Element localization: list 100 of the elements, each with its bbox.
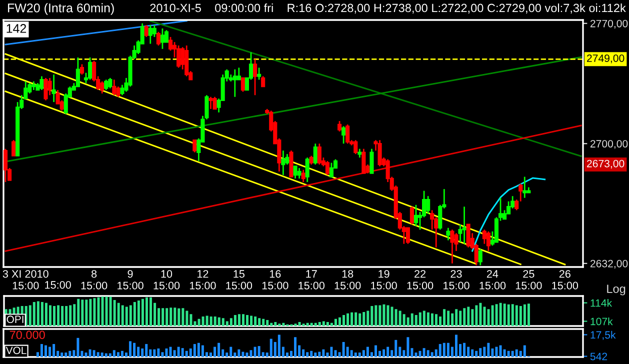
y-tick-label: 542 bbox=[590, 352, 608, 360]
candlestick bbox=[466, 224, 470, 248]
bar bbox=[426, 350, 430, 357]
candlestick bbox=[144, 24, 148, 38]
bar bbox=[294, 337, 297, 357]
chart-title: FW20 (Intra 60min) bbox=[8, 3, 114, 15]
bar bbox=[193, 344, 196, 357]
bar bbox=[422, 348, 426, 357]
bar bbox=[503, 349, 506, 357]
candlestick bbox=[192, 139, 197, 154]
annotation: 142 bbox=[6, 24, 26, 33]
bar bbox=[354, 352, 357, 357]
bar bbox=[189, 348, 192, 357]
bar bbox=[218, 342, 220, 357]
candlestick bbox=[208, 96, 213, 110]
bar bbox=[92, 350, 96, 357]
bar bbox=[44, 345, 48, 357]
bar bbox=[88, 349, 92, 357]
ref-line-label: 2749,00 bbox=[587, 54, 624, 64]
candlestick bbox=[104, 78, 108, 91]
x-tick-label: 9 15:00 bbox=[118, 270, 144, 290]
bar bbox=[40, 344, 43, 357]
bar bbox=[238, 349, 240, 357]
candlestick bbox=[108, 77, 112, 89]
bar bbox=[197, 342, 200, 357]
candlestick bbox=[252, 58, 258, 96]
candlestick bbox=[80, 64, 84, 76]
bar bbox=[258, 346, 260, 357]
candlestick bbox=[329, 162, 334, 178]
bar bbox=[374, 345, 377, 357]
bar bbox=[169, 346, 172, 357]
y-tick-label: 17,5k bbox=[590, 330, 616, 340]
bar bbox=[177, 346, 180, 357]
x-tick-label: 10 15:00 bbox=[154, 270, 180, 290]
x-tick-label: 25 15:00 bbox=[516, 270, 542, 290]
bar bbox=[278, 334, 280, 357]
candlestick bbox=[176, 44, 181, 68]
bar bbox=[230, 346, 232, 357]
candlestick bbox=[48, 77, 52, 96]
line-series bbox=[472, 177, 546, 252]
bar bbox=[120, 350, 124, 357]
x-tick-label: 19 15:00 bbox=[371, 270, 397, 290]
bar bbox=[145, 344, 148, 357]
bar bbox=[185, 350, 188, 357]
candlestick bbox=[257, 66, 262, 80]
x-tick-label: 15 15:00 bbox=[226, 270, 252, 290]
candlestick bbox=[240, 77, 245, 92]
bar bbox=[242, 352, 244, 357]
bar bbox=[334, 350, 337, 357]
candlestick bbox=[44, 77, 48, 102]
bar bbox=[157, 348, 160, 357]
bar bbox=[64, 352, 68, 357]
bar bbox=[523, 345, 526, 357]
bar bbox=[446, 342, 450, 357]
text: 2673,00 bbox=[587, 160, 624, 169]
bar bbox=[104, 353, 108, 357]
bar bbox=[161, 352, 164, 357]
candlestick bbox=[478, 248, 482, 266]
x-tick-label: 16 15:00 bbox=[262, 270, 288, 290]
bar bbox=[350, 350, 353, 357]
bar bbox=[48, 346, 52, 357]
candlestick bbox=[325, 160, 330, 176]
x-tick-label: 8 15:00 bbox=[81, 270, 108, 290]
candlestick bbox=[281, 150, 286, 176]
x-tick-label: 24 15:00 bbox=[480, 270, 506, 290]
candlestick bbox=[486, 230, 490, 252]
bar bbox=[137, 346, 140, 357]
bar bbox=[463, 342, 466, 357]
bar bbox=[366, 346, 369, 357]
x-tick-label: 15:00 bbox=[45, 281, 71, 289]
text: Log bbox=[607, 284, 626, 296]
bar bbox=[68, 350, 72, 357]
candlestick bbox=[354, 139, 358, 155]
bar bbox=[254, 346, 256, 357]
text: OPI bbox=[6, 316, 24, 324]
bar bbox=[165, 348, 168, 357]
x-tick-label: 22 15:00 bbox=[407, 270, 434, 290]
candlestick bbox=[76, 56, 80, 88]
candlestick bbox=[40, 76, 44, 91]
candlestick bbox=[184, 44, 189, 77]
bar bbox=[358, 352, 361, 357]
candlestick bbox=[297, 167, 302, 180]
candlestick bbox=[313, 142, 318, 166]
bar bbox=[60, 352, 64, 357]
bar bbox=[314, 352, 317, 357]
bar bbox=[495, 346, 498, 357]
candlestick bbox=[462, 206, 466, 245]
annotation: 70.000 bbox=[10, 330, 45, 340]
candlestick bbox=[450, 228, 454, 264]
bar bbox=[153, 349, 156, 357]
bar bbox=[306, 352, 309, 357]
candlestick bbox=[301, 169, 306, 183]
bar bbox=[322, 349, 325, 357]
y-tick-label: 107k bbox=[590, 317, 613, 326]
bar bbox=[201, 345, 204, 357]
candlestick bbox=[112, 78, 116, 96]
bar bbox=[133, 342, 136, 357]
bar bbox=[181, 348, 184, 357]
bar bbox=[511, 350, 514, 357]
bar bbox=[108, 353, 112, 357]
